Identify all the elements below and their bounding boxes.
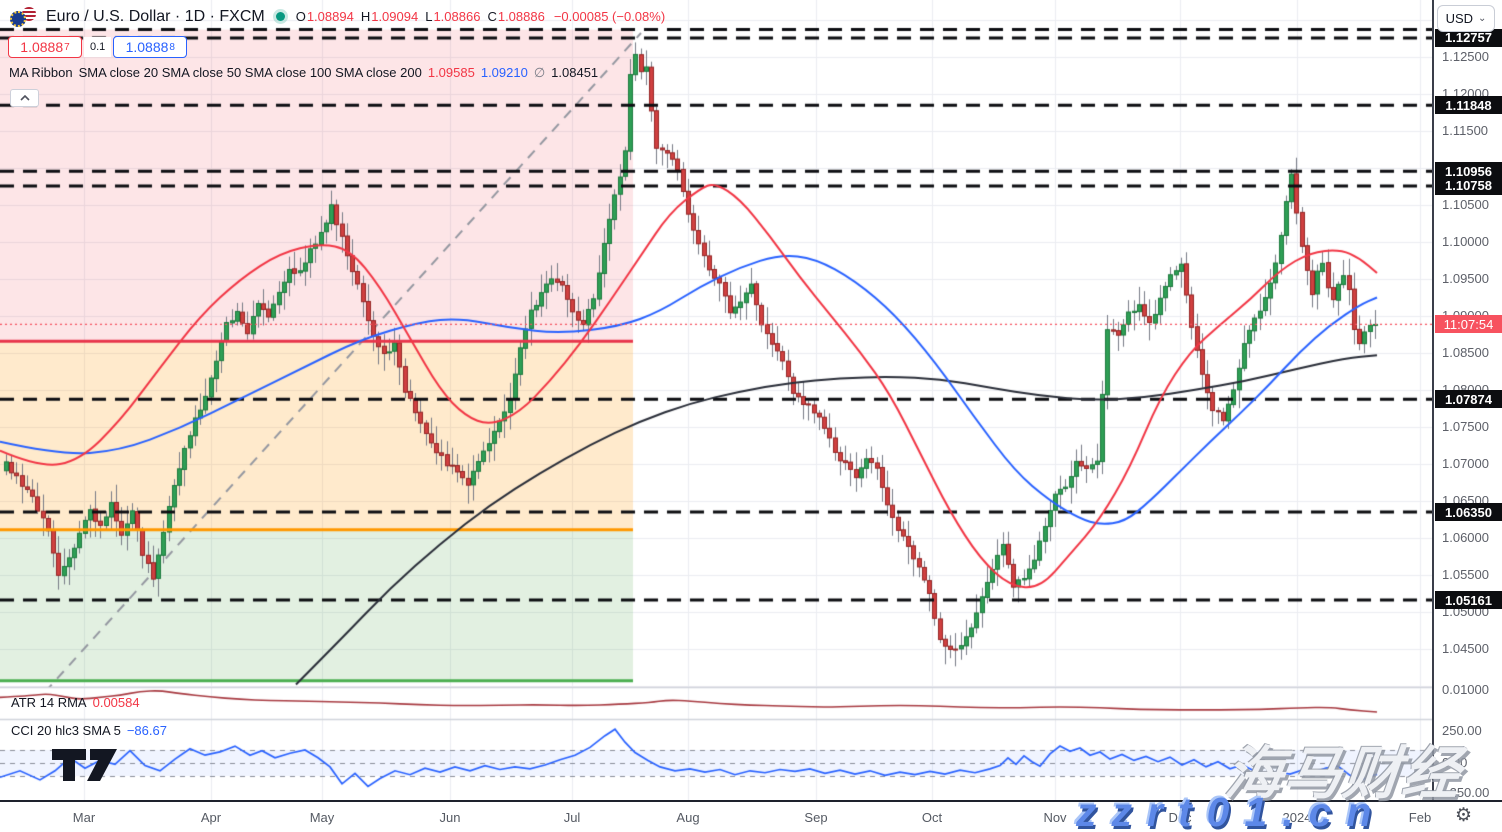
time-tick: Apr	[200, 810, 222, 825]
price-tick: 1.05500	[1442, 567, 1489, 582]
price-tick: 1.12500	[1442, 49, 1489, 64]
sell-button[interactable]: 1.0888 7	[8, 36, 82, 58]
atr-legend[interactable]: ATR 14 RMA 0.00584	[11, 695, 140, 710]
time-tick: Aug	[676, 810, 700, 825]
sma100-hidden-value: ∅	[533, 65, 546, 80]
time-tick: Dec	[1168, 810, 1192, 825]
time-tick: May	[309, 810, 335, 825]
price-tick: 1.10500	[1442, 197, 1489, 212]
low-value: 1.08866	[433, 9, 481, 24]
atr-title: ATR 14 RMA	[11, 695, 87, 710]
price-tick: 1.09500	[1442, 271, 1489, 286]
price-level-badge: 1.12757	[1435, 28, 1502, 47]
symbol-legend: Euro / U.S. Dollar · 1D · FXCM O 1.08894 …	[10, 6, 665, 27]
currency-dropdown-value: USD	[1445, 11, 1474, 26]
eu-flag-icon	[10, 11, 26, 27]
indicator-tick: 0.00	[1442, 755, 1468, 770]
indicator-tick: 0.01000	[1442, 682, 1489, 697]
ma-ribbon-legend[interactable]: MA Ribbon SMA close 20 SMA close 50 SMA …	[9, 65, 598, 81]
time-axis[interactable]: Mar Apr May Jun Jul Aug Sep Oct Nov Dec 2024 Feb	[0, 800, 1502, 832]
order-panel: 1.0888 7 0.1 1.0888 8	[8, 36, 188, 58]
indicator-tick: 250.00	[1442, 723, 1482, 738]
price-level-badge: 1.11848	[1435, 96, 1502, 115]
sma50-value: 1.09210	[480, 65, 528, 80]
time-tick: Oct	[921, 810, 943, 825]
chevron-down-icon: ⌄	[1478, 12, 1487, 24]
cci-title: CCI 20 hlc3 SMA 5	[11, 723, 121, 738]
time-tick: Nov	[1043, 810, 1067, 825]
price-tick: 1.08500	[1442, 345, 1489, 360]
price-tick: 1.11500	[1442, 123, 1489, 138]
cci-legend[interactable]: CCI 20 hlc3 SMA 5 −86.67	[11, 723, 167, 738]
time-tick: 2024	[1282, 810, 1312, 825]
chevron-up-icon	[19, 95, 30, 101]
buy-button[interactable]: 1.0888 8	[113, 36, 188, 58]
change-value: −0.00085 (−0.08%)	[553, 9, 666, 24]
close-value: 1.08886	[497, 9, 545, 24]
time-tick: Jun	[439, 810, 461, 825]
gear-icon[interactable]: ⚙	[1455, 805, 1473, 826]
indicator-tick: −250.00	[1442, 785, 1490, 800]
close-label: C	[487, 9, 497, 24]
high-value: 1.09094	[371, 9, 419, 24]
high-label: H	[360, 9, 371, 24]
price-level-badge: 1.05161	[1435, 591, 1502, 610]
price-axis[interactable]: 1.125001.120001.115001.110001.105001.100…	[1432, 0, 1502, 800]
cci-value: −86.67	[126, 723, 167, 738]
low-label: L	[425, 9, 433, 24]
price-tick: 1.07500	[1442, 419, 1489, 434]
open-value: 1.08894	[306, 9, 354, 24]
time-tick: Mar	[72, 810, 96, 825]
eurusd-pair-icon	[10, 6, 37, 27]
ma-ribbon-title: MA Ribbon	[9, 65, 73, 80]
price-tick: 1.06000	[1442, 530, 1489, 545]
ma-ribbon-params: SMA close 20 SMA close 50 SMA close 100 …	[78, 65, 422, 80]
atr-value: 0.00584	[92, 695, 140, 710]
time-tick: Feb	[1408, 810, 1432, 825]
spread-value: 0.1	[84, 37, 112, 57]
price-level-badge: 1.07874	[1435, 390, 1502, 409]
collapse-legend-button[interactable]	[10, 89, 39, 107]
price-level-badge: 1.06350	[1435, 503, 1502, 522]
open-label: O	[295, 9, 306, 24]
sma20-value: 1.09585	[427, 65, 475, 80]
time-tick: Jul	[563, 810, 581, 825]
bar-countdown-badge: 11:07:54	[1435, 315, 1502, 334]
market-status-icon[interactable]	[275, 12, 285, 21]
time-tick: Sep	[804, 810, 828, 825]
price-tick: 1.07000	[1442, 456, 1489, 471]
ohlc-values: O 1.08894 H 1.09094 L 1.08866 C 1.08886	[296, 9, 545, 24]
symbol-title[interactable]: Euro / U.S. Dollar · 1D · FXCM	[46, 7, 265, 25]
price-level-badge: 1.10956	[1435, 162, 1502, 181]
sma200-value: 1.08451	[551, 65, 599, 80]
tradingview-logo-icon[interactable]	[52, 747, 130, 783]
price-tick: 1.10000	[1442, 234, 1489, 249]
price-level-badge: 1.10758	[1435, 176, 1502, 195]
price-tick: 1.04500	[1442, 641, 1489, 656]
currency-dropdown[interactable]: USD ⌄	[1437, 5, 1495, 32]
